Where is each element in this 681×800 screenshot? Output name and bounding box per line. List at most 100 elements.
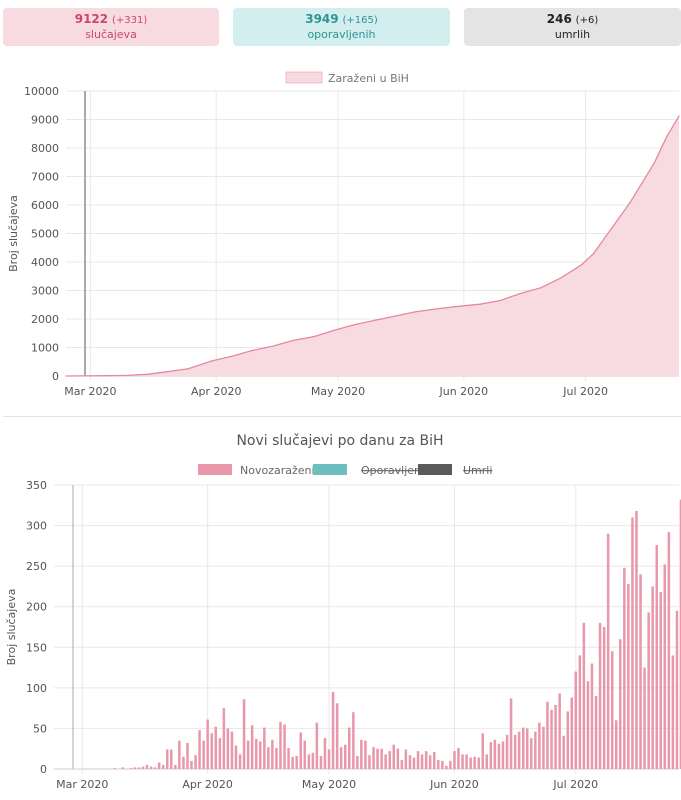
daily-bar[interactable] [331, 691, 335, 769]
daily-bar[interactable] [550, 709, 553, 769]
daily-bar[interactable] [174, 764, 177, 769]
daily-bar[interactable] [667, 532, 671, 769]
daily-bar[interactable] [157, 762, 161, 770]
daily-bar[interactable] [542, 726, 545, 769]
daily-bar[interactable] [141, 766, 145, 769]
daily-bar[interactable] [299, 732, 303, 770]
daily-bar[interactable] [360, 739, 363, 769]
daily-bar[interactable] [194, 755, 197, 769]
daily-bar[interactable] [380, 748, 383, 769]
daily-bar[interactable] [388, 751, 392, 769]
daily-bar[interactable] [348, 727, 351, 769]
daily-bar[interactable] [534, 731, 537, 769]
daily-bar[interactable] [643, 667, 646, 769]
daily-bar[interactable] [671, 655, 675, 769]
daily-bar[interactable] [449, 760, 452, 769]
daily-bar[interactable] [234, 745, 238, 770]
daily-bar[interactable] [424, 751, 428, 769]
daily-bar[interactable] [558, 693, 561, 770]
daily-bar[interactable] [364, 740, 367, 769]
daily-bar[interactable] [437, 760, 440, 769]
daily-bar[interactable] [412, 757, 416, 769]
daily-bar[interactable] [198, 730, 201, 769]
daily-bar[interactable] [153, 767, 157, 769]
daily-bar[interactable] [238, 754, 242, 769]
daily-bar[interactable] [291, 756, 294, 769]
daily-bar[interactable] [578, 655, 582, 769]
daily-bar[interactable] [513, 734, 517, 769]
daily-bar[interactable] [501, 741, 505, 769]
daily-bar[interactable] [655, 545, 659, 769]
daily-bar[interactable] [133, 767, 137, 769]
daily-bar[interactable] [384, 754, 387, 769]
daily-bar[interactable] [457, 747, 460, 769]
daily-bar[interactable] [477, 757, 481, 769]
daily-bar[interactable] [635, 511, 638, 769]
daily-bar[interactable] [267, 747, 270, 769]
daily-bar[interactable] [315, 722, 319, 769]
cumulative-cases-chart[interactable]: Zaraženi u BiH 0 1000 2000 3000 4000 5000 6000 7… [0, 55, 681, 465]
daily-bar[interactable] [210, 733, 214, 769]
daily-bar[interactable] [481, 733, 485, 769]
daily-bar[interactable] [186, 743, 189, 769]
daily-bar[interactable] [372, 747, 375, 769]
daily-bar[interactable] [554, 704, 557, 769]
daily-bar[interactable] [311, 752, 315, 769]
daily-bar[interactable] [356, 756, 359, 769]
daily-bar[interactable] [489, 742, 493, 769]
daily-bar[interactable] [113, 768, 116, 769]
daily-bar[interactable] [275, 747, 278, 769]
daily-bar[interactable] [149, 766, 153, 769]
daily-bar[interactable] [445, 765, 448, 769]
daily-bar[interactable] [327, 749, 331, 770]
daily-bar[interactable] [497, 743, 501, 769]
daily-bar[interactable] [469, 757, 472, 769]
daily-bar[interactable] [392, 744, 396, 769]
daily-bar[interactable] [255, 739, 258, 769]
daily-bar[interactable] [214, 726, 218, 769]
daily-bar[interactable] [137, 767, 141, 769]
daily-bar[interactable] [408, 755, 412, 769]
legend-label-oporavljeni[interactable]: Oporavljeni [361, 464, 424, 477]
daily-bar[interactable] [279, 721, 282, 769]
daily-bar[interactable] [574, 671, 578, 769]
daily-bar[interactable] [145, 764, 149, 769]
daily-bar[interactable] [206, 719, 209, 770]
daily-bar[interactable] [250, 725, 254, 769]
daily-bar[interactable] [230, 731, 234, 769]
daily-bar[interactable] [590, 663, 594, 770]
daily-bar[interactable] [505, 734, 509, 769]
daily-bar[interactable] [344, 744, 347, 769]
daily-bar[interactable] [586, 681, 590, 769]
daily-bar[interactable] [602, 627, 606, 769]
daily-bar[interactable] [594, 696, 598, 769]
daily-bar[interactable] [295, 756, 298, 769]
daily-bar[interactable] [509, 698, 513, 769]
daily-bar[interactable] [598, 622, 602, 769]
daily-bar[interactable] [420, 754, 424, 769]
daily-bar[interactable] [675, 610, 679, 769]
daily-bar[interactable] [582, 622, 586, 769]
daily-bar[interactable] [287, 747, 290, 769]
daily-bar[interactable] [623, 567, 626, 769]
daily-bar[interactable] [611, 651, 614, 769]
daily-bar[interactable] [546, 701, 549, 769]
daily-bar[interactable] [339, 747, 343, 769]
legend-swatch-umrli[interactable] [418, 464, 452, 475]
daily-cases-chart[interactable]: Novi slučajevi po danu za BiH Novozaražen… [0, 420, 681, 800]
daily-bar[interactable] [606, 533, 610, 769]
legend-label-novozaraeni[interactable]: Novozaraženi [240, 464, 315, 477]
daily-bar[interactable] [428, 755, 432, 769]
daily-bar[interactable] [647, 612, 650, 769]
daily-bar[interactable] [631, 517, 634, 770]
daily-bar[interactable] [182, 756, 185, 769]
daily-bar[interactable] [433, 752, 436, 769]
daily-bar[interactable] [627, 584, 630, 769]
daily-bar[interactable] [222, 708, 226, 769]
daily-bar[interactable] [202, 740, 205, 769]
daily-bar[interactable] [461, 754, 464, 769]
daily-bar[interactable] [485, 754, 489, 769]
legend-swatch-oporavljeni[interactable] [313, 464, 347, 475]
daily-bar[interactable] [129, 768, 133, 769]
daily-bar[interactable] [376, 748, 379, 769]
